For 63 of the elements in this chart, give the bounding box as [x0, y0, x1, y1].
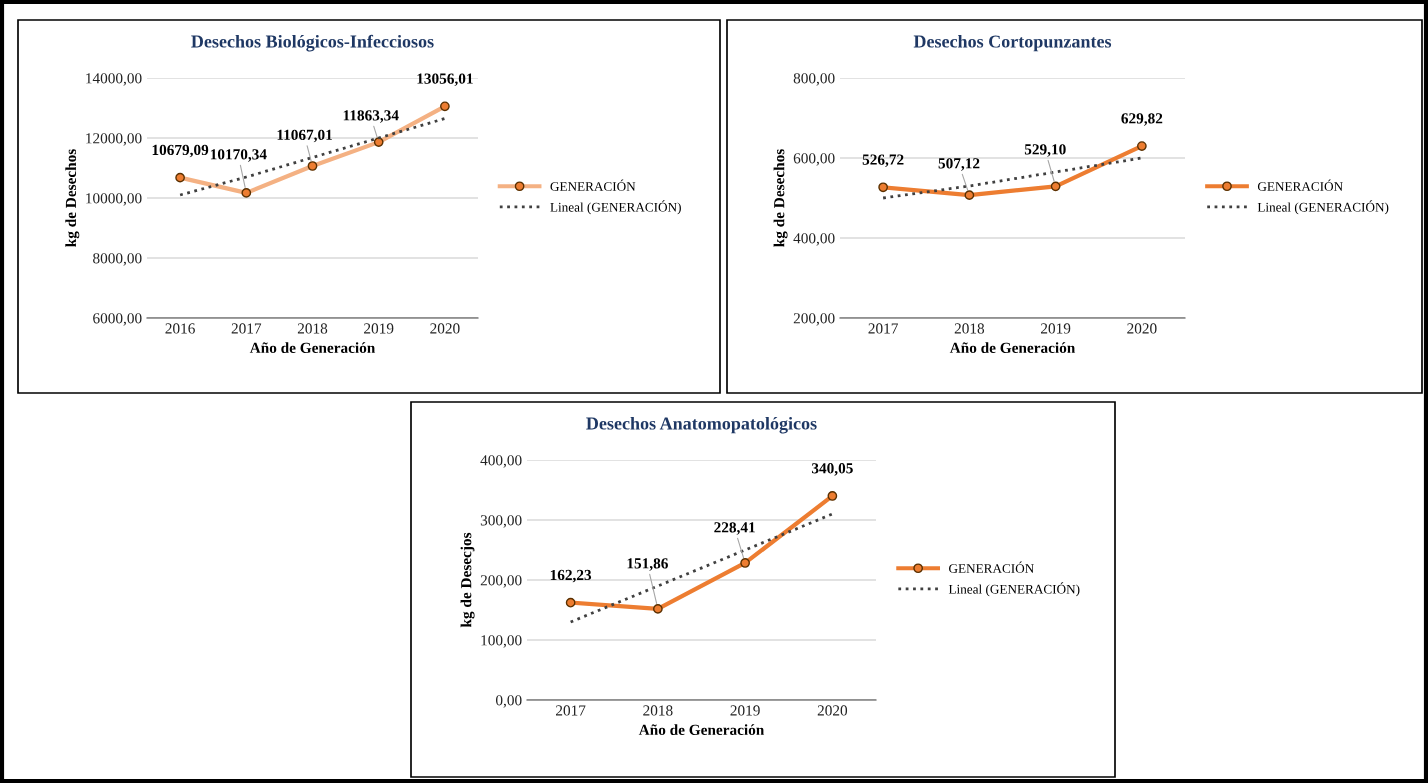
- x-axis-title: Año de Generación: [949, 342, 1076, 354]
- data-label: 529,10: [1024, 144, 1066, 157]
- legend-label: Lineal (GENERACIÓN): [550, 200, 681, 215]
- x-tick-label: 2020: [817, 705, 848, 716]
- data-label: 228,41: [714, 522, 755, 535]
- point: [964, 190, 975, 201]
- y-tick-label: 400,00: [480, 455, 522, 468]
- y-tick-label: 0,00: [495, 695, 522, 708]
- y-tick-label: 400,00: [793, 233, 835, 246]
- point: [878, 182, 888, 193]
- chart-title: Desechos Anatomopatológicos: [586, 416, 817, 434]
- x-tick-label: 2019: [730, 705, 760, 716]
- x-tick-label: 2017: [868, 323, 898, 334]
- x-axis-title: Año de Generación: [638, 724, 765, 736]
- point: [1137, 141, 1147, 151]
- point: [565, 597, 576, 608]
- data-label: 629,82: [1121, 113, 1163, 126]
- x-tick-label: 2017: [556, 705, 586, 716]
- y-tick-label: 12000,00: [86, 133, 142, 146]
- x-tick-label: 2019: [1041, 323, 1071, 334]
- data-label: 10170,34: [210, 149, 267, 162]
- y-tick-label: 600,00: [793, 153, 835, 166]
- x-tick-label: 2018: [954, 323, 985, 334]
- y-tick-label: 300,00: [480, 515, 522, 528]
- y-tick-label: 10000,00: [86, 193, 142, 206]
- x-tick-label: 2017: [231, 323, 262, 334]
- point: [1050, 181, 1061, 192]
- x-tick-label: 2020: [1127, 323, 1157, 334]
- legend-label: GENERACIÓN: [550, 179, 636, 191]
- x-tick-label: 2020: [430, 323, 460, 334]
- point: [827, 491, 838, 501]
- point: [653, 604, 663, 614]
- y-tick-label: 200,00: [793, 313, 835, 326]
- x-tick-label: 2016: [165, 323, 195, 334]
- y-tick-label: 6000,00: [93, 313, 142, 326]
- y-tick-label: 200,00: [480, 575, 522, 588]
- data-label: 10679,09: [152, 144, 209, 158]
- x-tick-label: 2018: [643, 705, 673, 716]
- y-axis-title: kg de Desechos: [65, 149, 80, 247]
- legend-label: Lineal (GENERACIÓN): [1257, 200, 1389, 215]
- y-tick-label: 800,00: [793, 73, 835, 86]
- data-label: 11863,34: [343, 110, 399, 123]
- legend-label: GENERACIÓN: [949, 561, 1034, 573]
- data-label: 526,72: [862, 154, 904, 167]
- data-label: 507,12: [938, 158, 980, 171]
- legend-label: GENERACIÓN: [1257, 179, 1343, 191]
- data-label: 13056,01: [417, 73, 473, 86]
- chart-title: Desechos Biológicos-Infecciosos: [191, 34, 434, 52]
- y-tick-label: 14000,00: [86, 73, 142, 86]
- data-label: 162,23: [550, 569, 592, 583]
- x-tick-label: 2018: [297, 323, 328, 334]
- legend-label: Lineal (GENERACIÓN): [948, 582, 1080, 597]
- point: [740, 558, 750, 568]
- x-axis-title: Año de Generación: [249, 342, 376, 354]
- y-axis-title: kg de Desecjos: [460, 532, 475, 628]
- chart-title: Desechos Cortopunzantes: [913, 34, 1112, 52]
- data-label: 340,05: [811, 463, 853, 476]
- y-tick-label: 100,00: [481, 635, 522, 648]
- data-label: 151,86: [627, 558, 668, 571]
- y-tick-label: 8000,00: [93, 253, 142, 266]
- x-tick-label: 2019: [364, 323, 394, 334]
- y-axis-title: kg de Desechos: [773, 149, 788, 247]
- data-label: 11067,01: [277, 129, 332, 143]
